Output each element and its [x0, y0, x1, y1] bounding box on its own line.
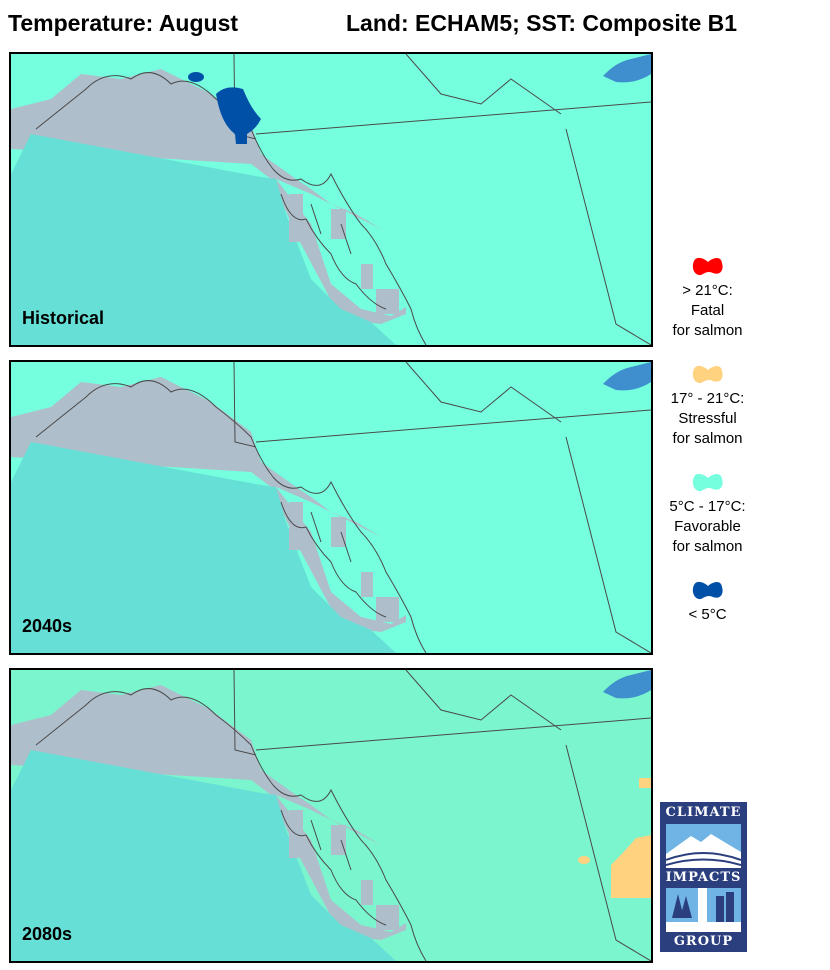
cold-area [216, 87, 261, 144]
ocean-area [11, 134, 396, 345]
border-line [565, 436, 651, 653]
border-line [233, 670, 257, 756]
legend-swatch-fatal [692, 257, 723, 276]
legend-label: Fatal [690, 302, 725, 319]
lake [603, 362, 651, 391]
panel-label: 2040s [22, 616, 73, 636]
map-panel-historical: Historical [9, 52, 653, 347]
legend-fatal: > 21°C: Fatal for salmon [655, 255, 760, 341]
border-line [565, 128, 651, 345]
coastal-land [276, 487, 411, 624]
scenario-title: Land: ECHAM5; SST: Composite B1 [346, 10, 738, 36]
legend-swatch-cold [692, 581, 723, 600]
logo-text: GROUP [673, 934, 734, 949]
logo-text: CLIMATE [665, 805, 742, 820]
ocean-area [11, 750, 396, 961]
legend-label: > 21°C: [682, 282, 733, 299]
border-line [405, 670, 562, 731]
island-outlines [280, 501, 387, 618]
panel-label: Historical [22, 308, 105, 328]
border-line [255, 717, 651, 751]
map-panel-2040s: 2040s [9, 360, 653, 655]
no-data-cells [289, 194, 399, 314]
legend-label: < 5°C [688, 606, 727, 623]
legend-swatch-stressful [692, 365, 723, 384]
island-outlines [280, 193, 387, 310]
panel-label: 2080s [22, 924, 73, 944]
lake [603, 670, 651, 699]
legend-label: for salmon [672, 322, 743, 339]
coastline [35, 688, 427, 961]
no-data-strip [11, 69, 406, 324]
logo-forest-city-graphic [666, 888, 741, 932]
border-line [255, 101, 651, 135]
map-historical [11, 54, 651, 345]
border-line [405, 54, 562, 115]
legend-label: Stressful [678, 410, 737, 427]
stressful-area [611, 835, 651, 898]
island-outlines [280, 809, 387, 926]
legend-label: for salmon [672, 538, 743, 555]
legend-label: Favorable [674, 518, 741, 535]
stressful-area [578, 856, 590, 864]
border-line [565, 744, 651, 961]
lake [603, 54, 651, 83]
logo-text: IMPACTS [665, 870, 742, 885]
stressful-area [639, 778, 651, 788]
border-line [405, 362, 562, 423]
no-data-strip [11, 685, 406, 940]
map-2080s [11, 670, 651, 961]
no-data-strip [11, 377, 406, 632]
coastline [35, 380, 427, 653]
legend-label: for salmon [672, 430, 743, 447]
map-panel-2080s: 2080s [9, 668, 653, 963]
map-2040s [11, 362, 651, 653]
border-line [233, 362, 257, 448]
legend-swatch-favorable [692, 473, 723, 492]
no-data-cells [289, 502, 399, 622]
map-title: Temperature: August [8, 10, 239, 36]
legend-label: 5°C - 17°C: [669, 498, 746, 515]
legend-cold: < 5°C [655, 579, 760, 625]
legend-label: 17° - 21°C: [670, 390, 745, 407]
legend-favorable: 5°C - 17°C: Favorable for salmon [655, 471, 760, 557]
coastal-land [276, 179, 411, 316]
logo-mountain-graphic [666, 824, 741, 868]
no-data-cells [289, 810, 399, 930]
ocean-area [11, 442, 396, 653]
coastal-land [276, 795, 411, 932]
legend-stressful: 17° - 21°C: Stressful for salmon [655, 363, 760, 449]
cold-area [188, 72, 204, 82]
coastline [35, 72, 427, 345]
climate-impacts-group-logo: CLIMATE IMPACTS GROUP [660, 802, 747, 952]
border-line [255, 409, 651, 443]
